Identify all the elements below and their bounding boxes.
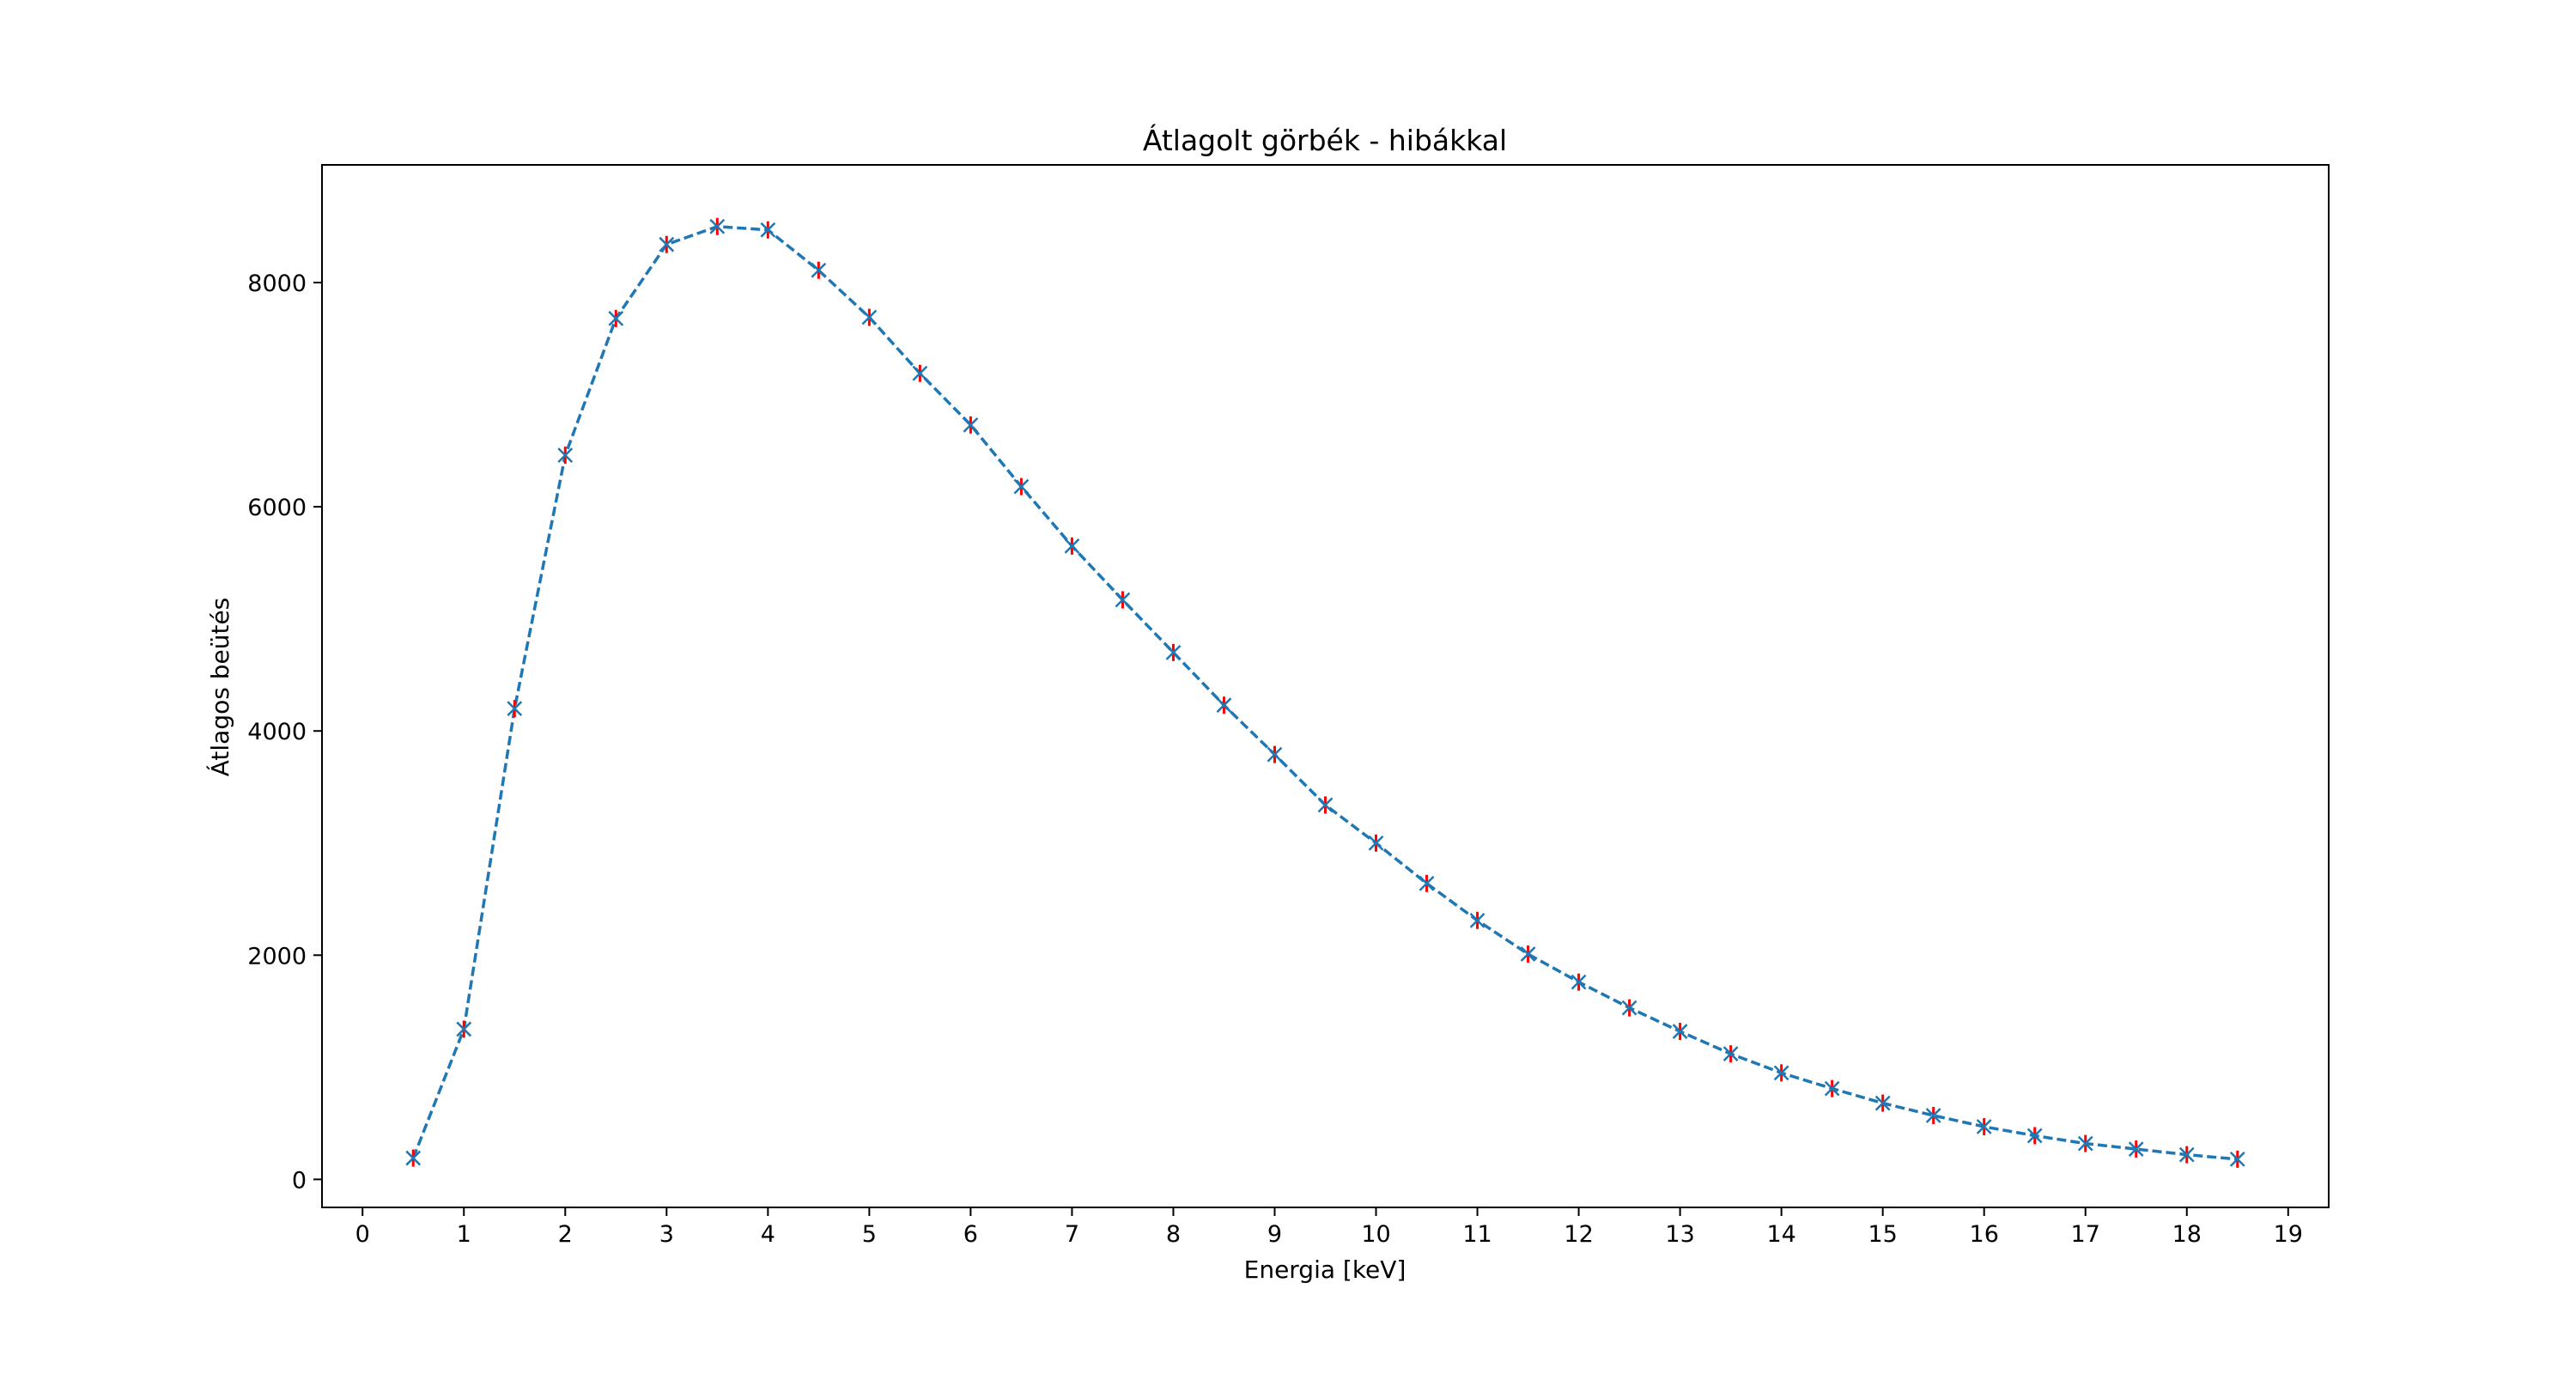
x-tick-label: 17 <box>2071 1221 2100 1248</box>
data-point-marker <box>811 262 827 278</box>
data-point-marker <box>1115 592 1131 608</box>
axes-frame <box>321 164 2330 1208</box>
data-point-marker <box>456 1021 472 1037</box>
data-point-marker <box>1469 912 1485 928</box>
x-tick-label: 16 <box>1970 1221 1999 1248</box>
data-point-marker <box>405 1150 422 1166</box>
x-tick-label: 5 <box>862 1221 877 1248</box>
y-tick-label: 4000 <box>247 719 307 745</box>
data-point-marker <box>1216 697 1232 714</box>
data-point-marker <box>2128 1141 2144 1158</box>
x-tick-label: 3 <box>659 1221 674 1248</box>
x-tick-label: 1 <box>457 1221 471 1248</box>
y-tick-label: 6000 <box>247 495 307 521</box>
x-tick-label: 11 <box>1462 1221 1492 1248</box>
data-point-marker <box>912 365 928 381</box>
chart-title: Átlagolt görbék - hibákkal <box>1143 123 1507 157</box>
y-axis: 0 2000 4000 6000 8000 <box>247 271 322 1194</box>
x-axis-label: Energia [keV] <box>1244 1255 1406 1284</box>
data-point-marker <box>1773 1065 1789 1081</box>
data-point-marker <box>1874 1095 1891 1111</box>
data-point-marker <box>709 218 726 234</box>
x-tick-label: 18 <box>2172 1221 2202 1248</box>
x-axis: 0 1 2 3 4 5 6 7 8 9 10 11 12 13 14 15 16 17 18 19 <box>355 1207 2303 1248</box>
data-point-marker <box>2077 1135 2093 1152</box>
data-point-marker <box>1419 875 1435 891</box>
x-tick-label: 0 <box>355 1221 370 1248</box>
data-point-marker <box>1621 1000 1637 1016</box>
x-tick-label: 4 <box>761 1221 775 1248</box>
x-tick-label: 13 <box>1665 1221 1694 1248</box>
y-axis-label: Átlagos beütés <box>205 598 234 777</box>
data-point-marker <box>1824 1080 1840 1097</box>
x-tick-label: 7 <box>1065 1221 1079 1248</box>
data-point-marker <box>659 236 675 252</box>
y-tick-label: 0 <box>292 1167 307 1194</box>
data-point-marker <box>1722 1046 1739 1062</box>
data-point-marker <box>760 222 776 238</box>
plot-area <box>405 217 2245 1168</box>
data-point-marker <box>1267 746 1283 763</box>
data-point-marker <box>861 309 878 325</box>
data-point-marker <box>1368 835 1384 851</box>
x-tick-label: 6 <box>963 1221 978 1248</box>
data-point-marker <box>1571 974 1587 990</box>
data-point-marker <box>2229 1151 2245 1167</box>
x-tick-label: 19 <box>2274 1221 2303 1248</box>
data-point-marker <box>1064 538 1080 554</box>
data-point-marker <box>2178 1146 2195 1163</box>
data-point-marker <box>1520 946 1536 962</box>
data-point-marker <box>963 416 979 433</box>
y-tick-label: 2000 <box>247 943 307 970</box>
x-tick-label: 12 <box>1564 1221 1593 1248</box>
data-point-marker <box>2026 1128 2043 1144</box>
x-tick-label: 15 <box>1868 1221 1897 1248</box>
x-tick-label: 14 <box>1766 1221 1795 1248</box>
data-point-marker <box>1976 1119 1992 1134</box>
data-point-marker <box>1925 1108 1941 1123</box>
x-tick-label: 9 <box>1267 1221 1282 1248</box>
data-point-marker <box>1672 1024 1688 1039</box>
data-point-marker <box>507 701 523 716</box>
data-point-marker <box>1165 644 1182 660</box>
x-tick-label: 10 <box>1361 1221 1390 1248</box>
y-tick-label: 8000 <box>247 271 307 297</box>
data-point-marker <box>557 447 574 463</box>
x-tick-label: 8 <box>1166 1221 1181 1248</box>
data-point-marker <box>608 310 624 326</box>
x-tick-label: 2 <box>558 1221 573 1248</box>
data-point-marker <box>1013 478 1030 495</box>
data-point-marker <box>1317 797 1334 813</box>
